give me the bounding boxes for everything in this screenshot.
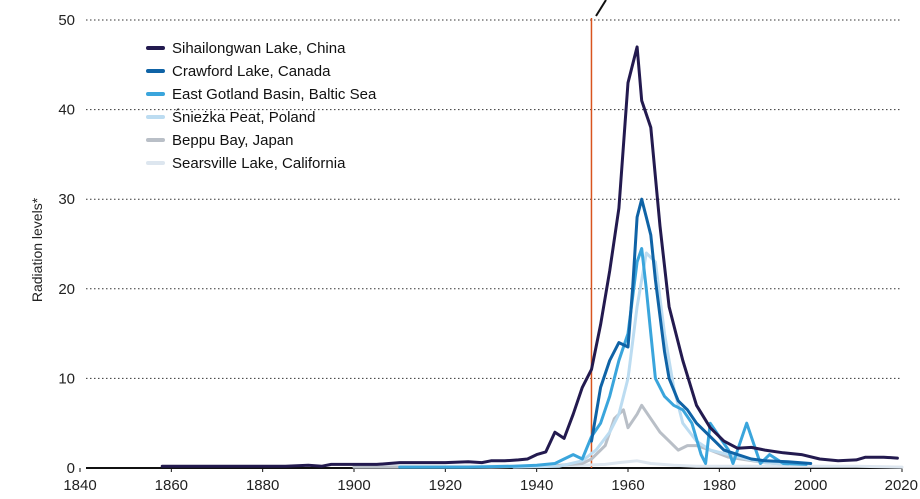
y-tick-label: 0: [67, 460, 75, 477]
series-line-searsville-lake-california: [352, 459, 904, 469]
series-lines: [160, 45, 904, 469]
x-tick-label: 1940: [520, 477, 553, 494]
x-tick-label: 2000: [794, 477, 827, 494]
legend-label: Beppu Bay, Japan: [172, 132, 293, 149]
series-line-sihailongwan-lake-china: [160, 45, 899, 468]
x-tick-label: 1880: [246, 477, 279, 494]
series-line-beppu-bay-japan: [352, 403, 790, 469]
series-line-crawford-lake-canada: [590, 197, 813, 465]
legend: Sihailongwan Lake, China Crawford Lake, C…: [146, 40, 377, 172]
legend-label: Sihailongwan Lake, China: [172, 40, 346, 57]
marker-callout-stroke: [595, 0, 607, 17]
series-line-east-gotland-basin-baltic-sea: [398, 247, 808, 469]
x-tick-label: 1920: [429, 477, 462, 494]
legend-label: Searsville Lake, California: [172, 155, 346, 172]
y-tick-label: 10: [58, 370, 75, 387]
y-tick-label: 50: [58, 12, 75, 29]
legend-label: East Gotland Basin, Baltic Sea: [172, 86, 377, 103]
x-tick-label: 1960: [611, 477, 644, 494]
x-axis: 1840 1860 1880 1900 1920 1940 1960 1980 2000 2020: [63, 467, 918, 494]
x-tick-label: 2020: [885, 477, 918, 494]
legend-label: Crawford Lake, Canada: [172, 63, 331, 80]
y-tick-label: 20: [58, 281, 75, 298]
x-tick-label: 1840: [63, 477, 96, 494]
y-tick-label: 30: [58, 191, 75, 208]
x-tick-label: 1900: [337, 477, 370, 494]
y-axis-title: Radiation levels*: [29, 197, 45, 302]
y-tick-label: 40: [58, 102, 75, 119]
legend-label: Śnieżka Peat, Poland: [172, 108, 315, 126]
x-tick-label: 1860: [155, 477, 188, 494]
y-axis: 0 10 20 30 40 50: [58, 12, 75, 477]
x-tick-label: 1980: [703, 477, 736, 494]
gridlines: [86, 19, 902, 379]
